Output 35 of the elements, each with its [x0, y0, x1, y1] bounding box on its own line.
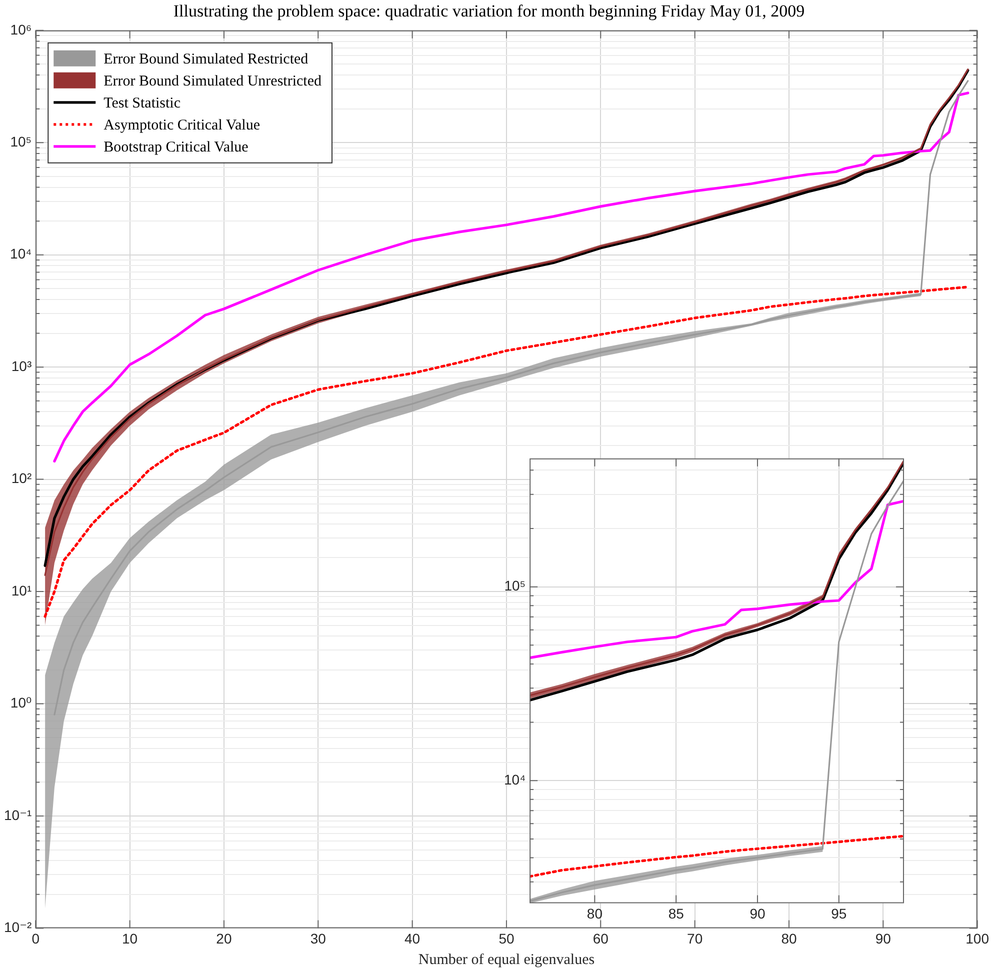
x-tick-label: 100: [966, 930, 990, 946]
legend-label: Test Statistic: [104, 95, 181, 112]
y-tick-label: 10⁰: [10, 694, 32, 711]
x-tick-label: 30: [310, 930, 326, 946]
x-tick-label: 10: [122, 930, 138, 946]
x-tick-label: 90: [875, 930, 892, 946]
x-tick-label: 60: [592, 930, 609, 946]
y-tick-label: 10⁴: [10, 246, 32, 262]
y-tick-label: 10³: [11, 358, 32, 374]
x-tick-label: 80: [586, 905, 603, 922]
x-tick-label: 70: [687, 930, 703, 946]
y-tick-label: 10⁴: [504, 771, 526, 788]
y-tick-label: 10¹: [11, 582, 32, 598]
legend-label: Asymptotic Critical Value: [104, 117, 260, 134]
y-tick-label: 10²: [11, 470, 32, 486]
y-tick-label: 10⁵: [10, 133, 32, 150]
chart-title: Illustrating the problem space: quadratic variation for month beginning Friday May 01, 2009: [173, 2, 805, 21]
y-tick-label: 10⁻²: [4, 919, 32, 936]
y-tick-label: 10⁶: [10, 21, 32, 38]
y-tick-label: 10⁵: [504, 578, 526, 594]
line-series: [530, 834, 904, 878]
x-tick-label: 90: [750, 905, 766, 922]
x-tick-label: 0: [32, 930, 40, 946]
legend-label: Error Bound Simulated Unrestricted: [104, 73, 322, 90]
x-tick-label: 95: [831, 905, 847, 922]
legend-label: Bootstrap Critical Value: [104, 139, 249, 156]
y-tick-label: 10⁻¹: [4, 806, 32, 823]
x-tick-label: 50: [498, 930, 514, 946]
x-tick-label: 40: [404, 930, 420, 946]
line-series: [44, 286, 970, 618]
x-axis-title: Number of equal eigenvalues: [418, 952, 595, 968]
legend-label: Error Bound Simulated Restricted: [104, 51, 309, 68]
x-tick-label: 85: [668, 905, 684, 922]
x-tick-label: 80: [781, 930, 797, 946]
x-tick-label: 20: [216, 930, 232, 946]
